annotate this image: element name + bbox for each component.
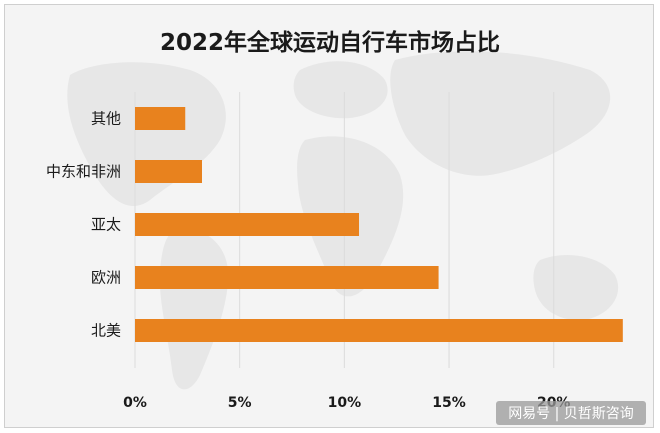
watermark-text: 网易号 | 贝哲斯咨询: [508, 406, 634, 422]
x-tick-label: 10%: [328, 395, 362, 411]
category-label: 北美: [91, 322, 121, 340]
category-label: 欧洲: [91, 269, 121, 287]
world-map-background: [67, 51, 619, 390]
bar: [135, 319, 623, 342]
category-label: 其他: [91, 110, 121, 128]
x-tick-label: 0%: [123, 395, 147, 411]
x-tick-labels: 0%5%10%15%20%: [123, 395, 570, 411]
category-label: 中东和非洲: [46, 163, 121, 181]
bar: [135, 266, 439, 289]
chart-title: 2022年全球运动自行车市场占比: [160, 29, 500, 56]
watermark: 网易号 | 贝哲斯咨询: [496, 401, 646, 425]
bars: [135, 107, 623, 342]
category-label: 亚太: [91, 216, 121, 234]
x-tick-label: 5%: [228, 395, 252, 411]
bar: [135, 107, 186, 130]
x-tick-label: 15%: [432, 395, 466, 411]
bar: [135, 160, 202, 183]
bar: [135, 213, 360, 236]
